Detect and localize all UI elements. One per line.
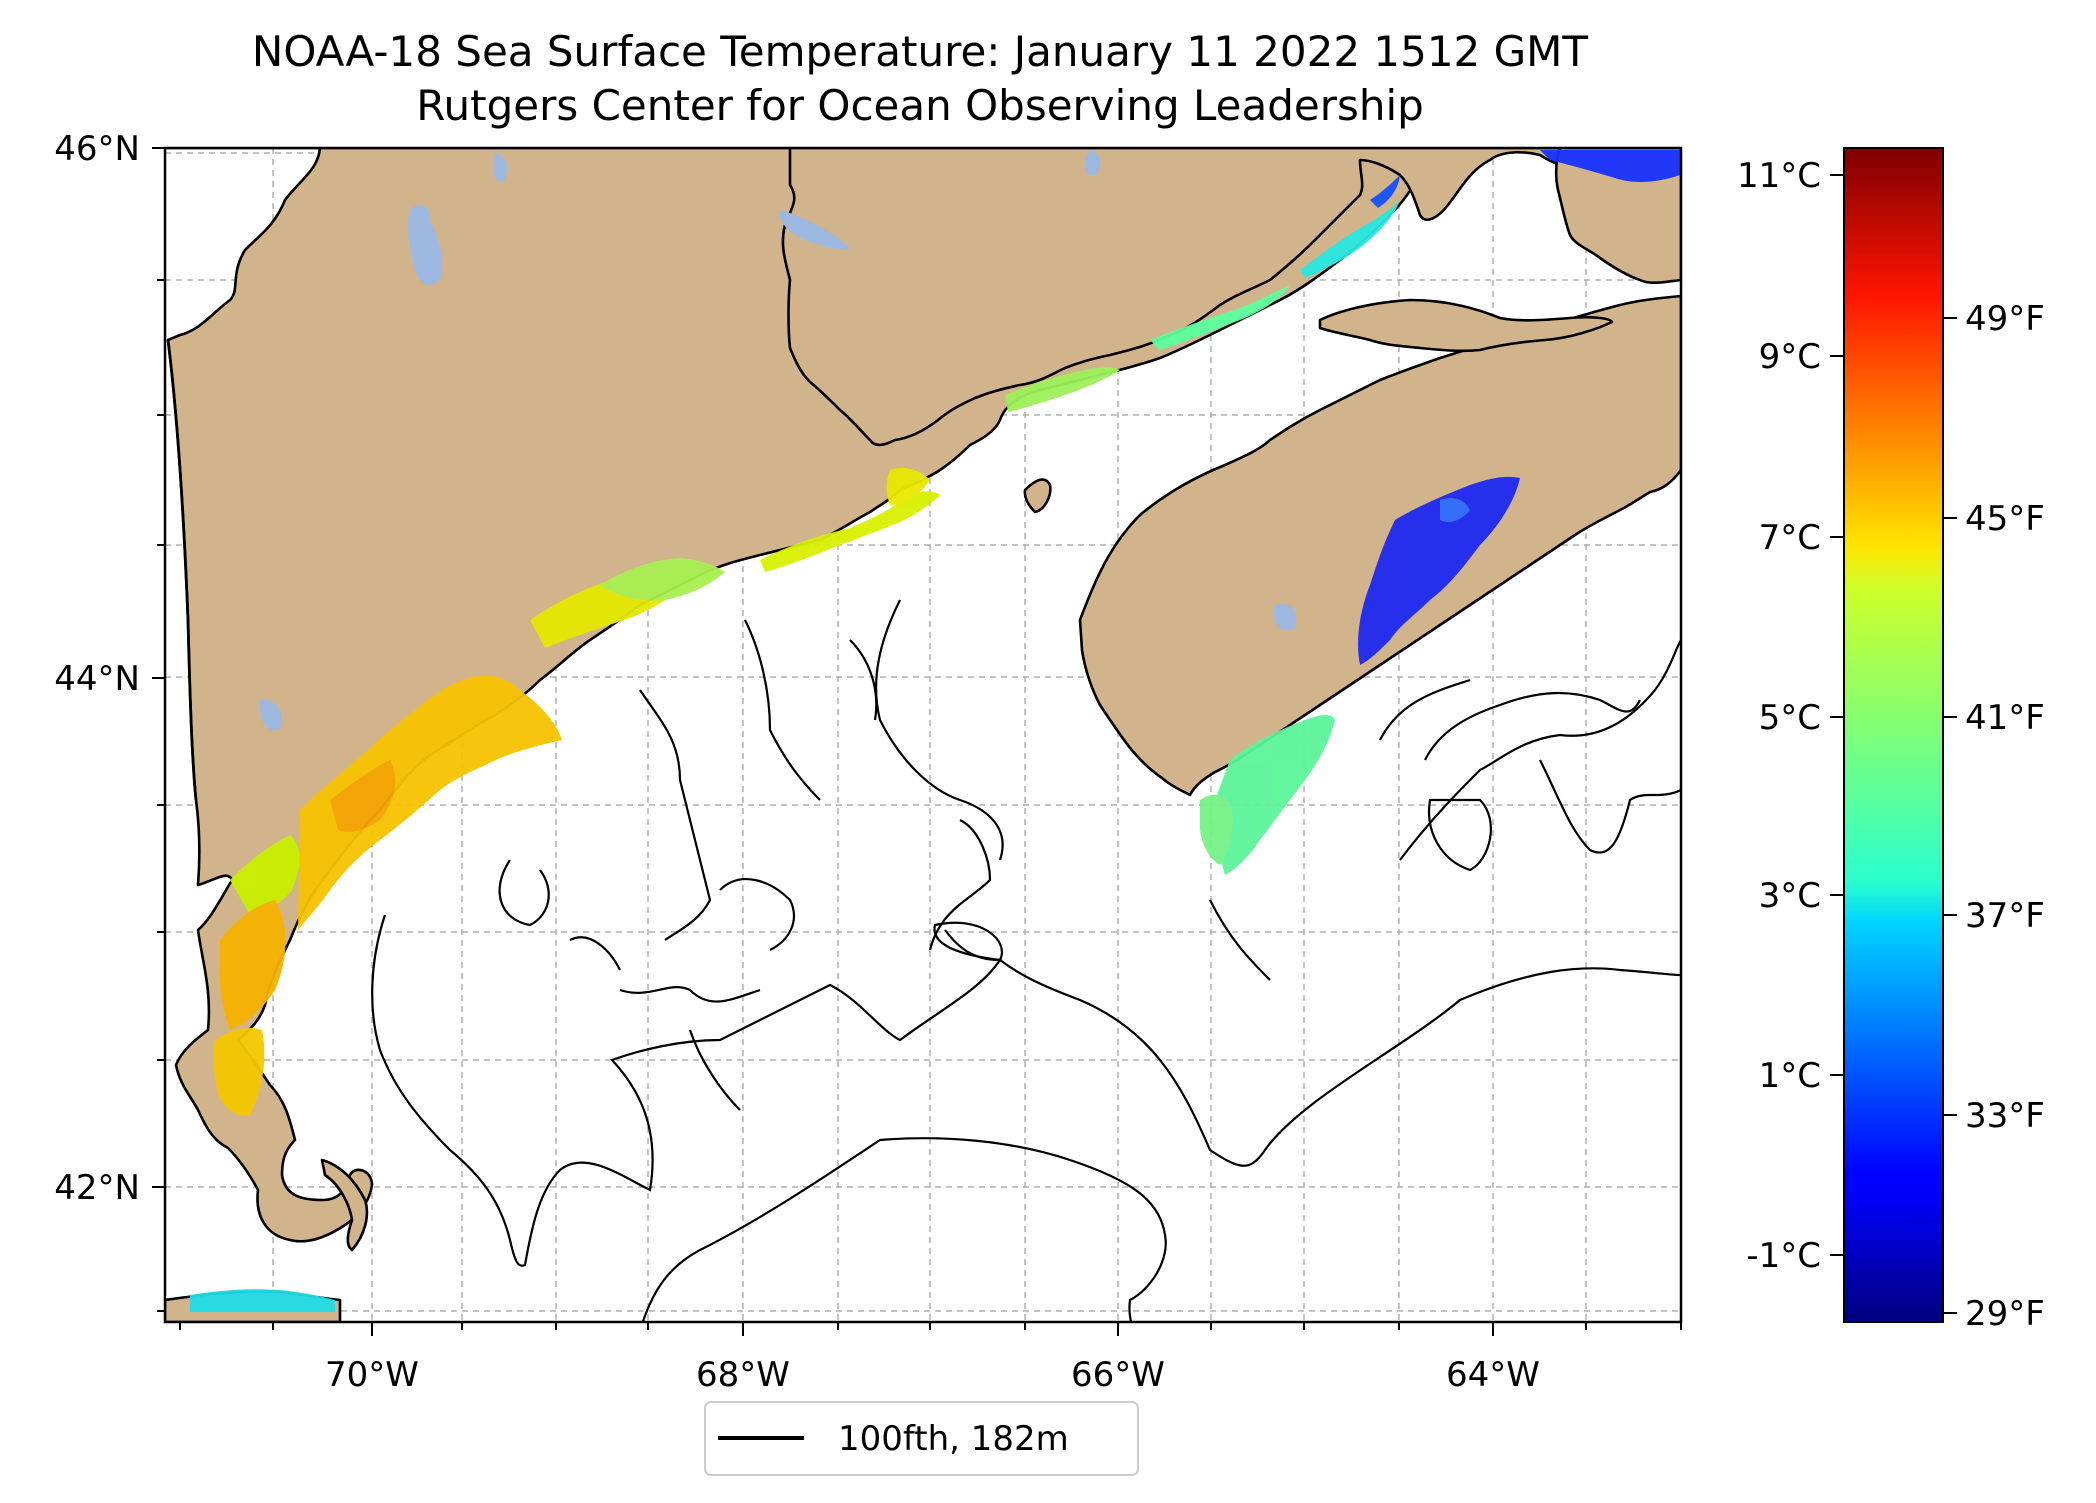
legend: 100fth, 182m — [704, 1401, 1139, 1476]
lat-label-42n: 42°N — [54, 1168, 140, 1208]
colorbar-fahrenheit-tick: 49°F — [1965, 299, 2045, 339]
colorbar-fahrenheit-tick: 41°F — [1965, 698, 2045, 738]
isobath-100fth — [371, 599, 1681, 1322]
lon-label-66w: 66°W — [1071, 1355, 1165, 1395]
axis-ticks — [152, 147, 1682, 1336]
colorbar-celsius-tick: 9°C — [1759, 337, 1821, 377]
lon-label-64w: 64°W — [1446, 1355, 1540, 1395]
cape-breton-land — [1554, 148, 1681, 285]
coastline — [166, 339, 198, 801]
lat-label-46n: 46°N — [54, 129, 140, 169]
colorbar-celsius-tick: -1°C — [1746, 1236, 1821, 1276]
lat-label-44n: 44°N — [54, 659, 140, 699]
colorbar-fahrenheit-tick: 37°F — [1965, 896, 2045, 936]
colorbar-celsius-tick: 5°C — [1759, 698, 1821, 738]
colorbar-fahrenheit-tick: 29°F — [1965, 1294, 2045, 1334]
colorbar-fahrenheit-tick: 33°F — [1965, 1096, 2045, 1136]
chart-subtitle: Rutgers Center for Ocean Observing Leade… — [416, 81, 1424, 130]
grand-manan — [1023, 478, 1052, 514]
chart-title: NOAA-18 Sea Surface Temperature: January… — [251, 27, 1589, 76]
nova-scotia-land — [1078, 294, 1681, 797]
colorbar-fahrenheit-tick: 45°F — [1965, 499, 2045, 539]
lon-label-70w: 70°W — [325, 1355, 419, 1395]
map-frame — [163, 146, 1683, 1324]
legend-label: 100fth, 182m — [838, 1419, 1069, 1459]
sst-data-patches — [190, 150, 1680, 1312]
pei-land — [1318, 298, 1614, 353]
colorbar-celsius-tick: 1°C — [1759, 1056, 1821, 1096]
colorbar-celsius-tick: 11°C — [1737, 156, 1821, 196]
colorbar: 11°C 9°C 7°C 5°C 3°C 1°C -1°C 49°F 45°F … — [1737, 147, 2045, 1334]
lakes — [259, 150, 1297, 731]
lon-label-68w: 68°W — [696, 1355, 790, 1395]
colorbar-celsius-tick: 3°C — [1759, 876, 1821, 916]
cape-cod-hook — [320, 1158, 369, 1252]
colorbar-celsius-tick: 7°C — [1759, 518, 1821, 558]
